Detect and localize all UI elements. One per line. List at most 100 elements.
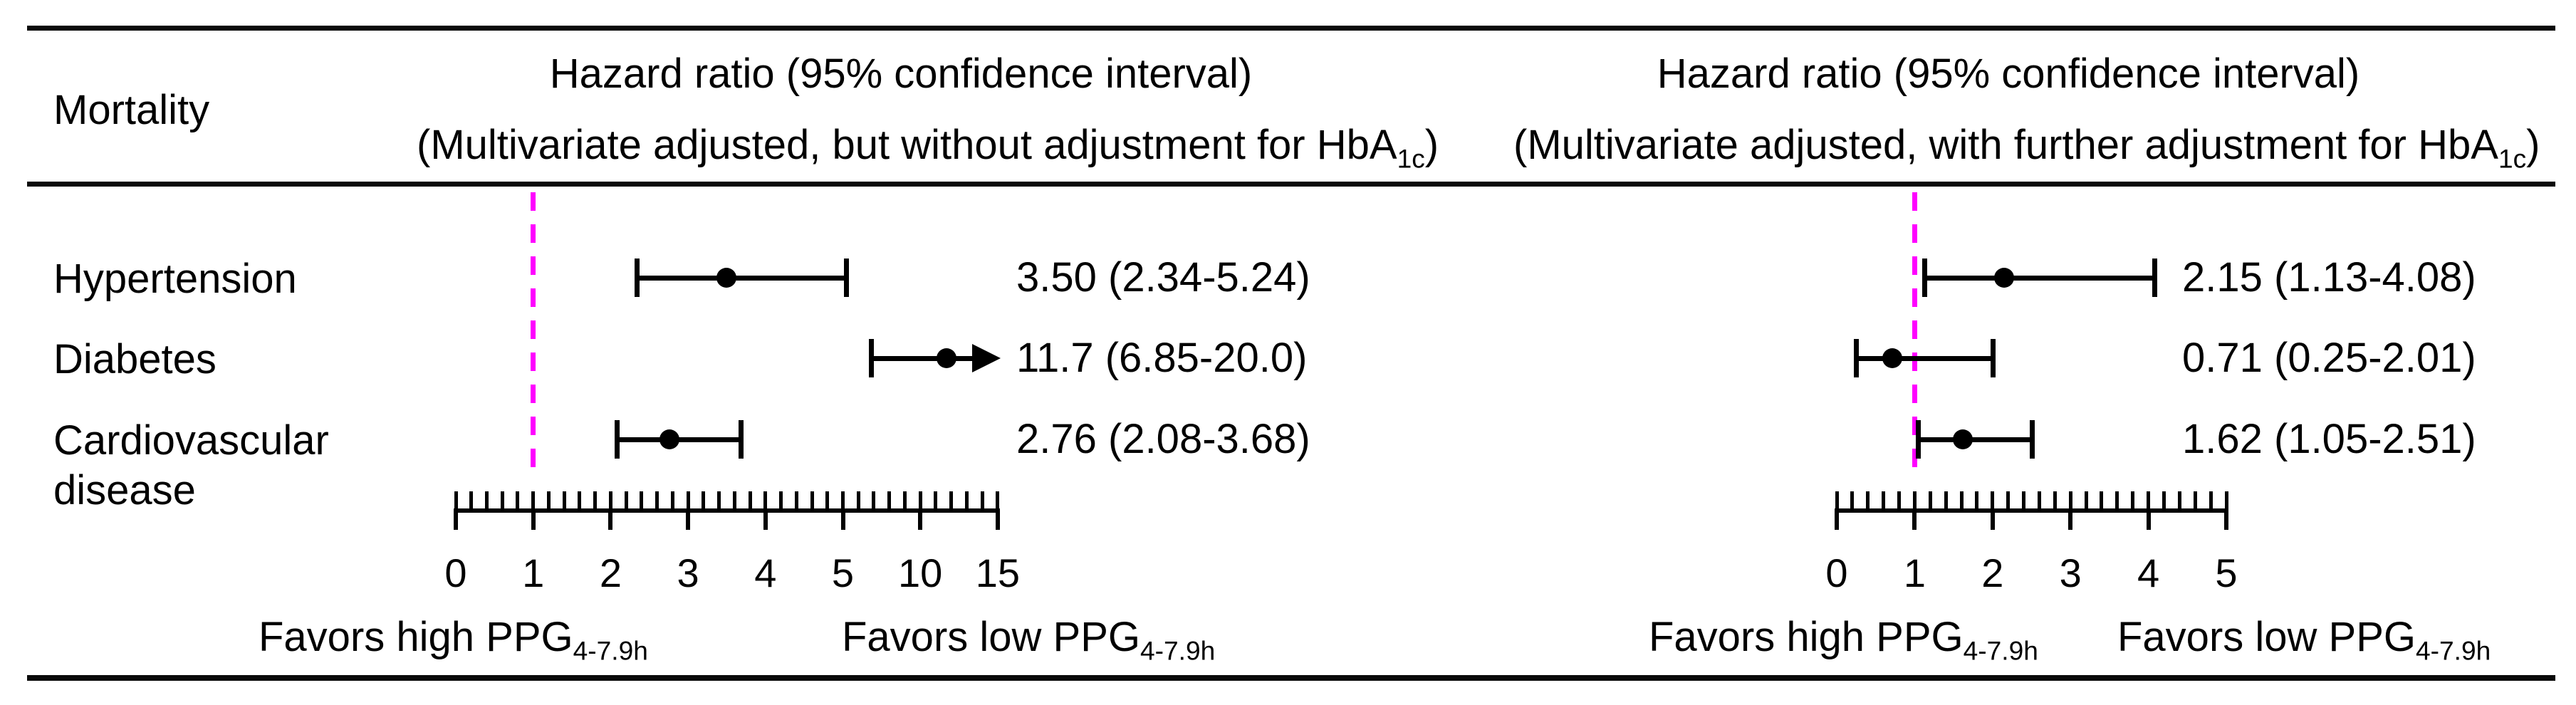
axis-minor-tick bbox=[825, 491, 830, 510]
reference-line bbox=[1912, 192, 1917, 480]
axis-minor-tick bbox=[763, 491, 768, 510]
ci-lower-cap bbox=[614, 420, 620, 459]
panel-left-header-line2: (Multivariate adjusted, but without adju… bbox=[417, 122, 1439, 172]
axis-minor-tick bbox=[2209, 491, 2213, 510]
header-rule bbox=[27, 182, 2555, 187]
axis-minor-tick bbox=[748, 491, 752, 510]
hr-value-label: 11.7 (6.85-20.0) bbox=[1016, 335, 1308, 381]
axis-tick-label: 5 bbox=[2215, 550, 2238, 595]
axis-minor-tick bbox=[686, 491, 690, 510]
axis-tick-label: 5 bbox=[831, 550, 855, 595]
axis-tick-label: 10 bbox=[898, 550, 943, 595]
axis-line bbox=[454, 508, 1000, 513]
axis-minor-tick bbox=[1835, 491, 1839, 510]
hr-value-label: 3.50 (2.34-5.24) bbox=[1016, 254, 1310, 301]
axis-minor-tick bbox=[500, 491, 504, 510]
top-rule bbox=[27, 26, 2555, 31]
axis-tick-label: 0 bbox=[1825, 550, 1848, 595]
axis-major-tick bbox=[995, 508, 1000, 530]
axis-minor-tick bbox=[794, 491, 798, 510]
axis-minor-tick bbox=[934, 491, 938, 510]
point-estimate-marker bbox=[659, 429, 679, 449]
axis-minor-tick bbox=[1850, 491, 1855, 510]
ppg-subscript: 4-7.9h bbox=[2416, 635, 2491, 666]
axis-minor-tick bbox=[670, 491, 674, 510]
hr-value-label: 1.62 (1.05-2.51) bbox=[2182, 416, 2476, 462]
reference-line bbox=[531, 192, 536, 480]
axis-minor-tick bbox=[949, 491, 954, 510]
axis-minor-tick bbox=[887, 491, 892, 510]
axis-minor-tick bbox=[531, 491, 536, 510]
favors-low-label-left: Favors low PPG4-7.9h bbox=[842, 614, 1215, 664]
axis-minor-tick bbox=[902, 491, 907, 510]
axis-major-tick bbox=[1835, 508, 1839, 530]
axis-tick-label: 2 bbox=[599, 550, 622, 595]
axis-minor-tick bbox=[2115, 491, 2119, 510]
ci-lower-cap bbox=[869, 339, 875, 377]
axis-minor-tick bbox=[608, 491, 612, 510]
ci-upper-cap bbox=[1991, 339, 1996, 377]
axis-major-tick bbox=[608, 508, 613, 530]
axis-minor-tick bbox=[2193, 491, 2197, 510]
ci-upper-cap bbox=[844, 258, 850, 297]
axis-minor-tick bbox=[516, 491, 520, 510]
axis-minor-tick bbox=[1928, 491, 1932, 510]
axis-minor-tick bbox=[980, 491, 984, 510]
axis-minor-tick bbox=[1912, 491, 1917, 510]
favors-high-label-left: Favors high PPG4-7.9h bbox=[259, 614, 648, 664]
point-estimate-marker bbox=[1953, 429, 1973, 449]
axis-tick-label: 3 bbox=[2059, 550, 2082, 595]
point-estimate-marker bbox=[1994, 268, 2015, 288]
axis-minor-tick bbox=[964, 491, 969, 510]
axis-minor-tick bbox=[732, 491, 736, 510]
ci-upper-cap bbox=[738, 420, 744, 459]
point-estimate-marker bbox=[716, 268, 737, 288]
axis-minor-tick bbox=[2100, 491, 2104, 510]
ppg-subscript: 4-7.9h bbox=[1963, 635, 2038, 666]
axis-minor-tick bbox=[2022, 491, 2026, 510]
ci-lower-cap bbox=[1922, 258, 1928, 297]
header-text: ) bbox=[1424, 122, 1439, 168]
axis-tick-label: 4 bbox=[2137, 550, 2160, 595]
axis-minor-tick bbox=[593, 491, 598, 510]
point-estimate-marker bbox=[1882, 348, 1902, 368]
axis-minor-tick bbox=[2037, 491, 2041, 510]
header-text: (Multivariate adjusted, but without adju… bbox=[417, 122, 1397, 168]
axis-minor-tick bbox=[2084, 491, 2088, 510]
hr-value-label: 2.15 (1.13-4.08) bbox=[2182, 254, 2476, 301]
panel-right-header-line1: Hazard ratio (95% confidence interval) bbox=[1657, 51, 2360, 97]
ci-upper-cap bbox=[2030, 420, 2035, 459]
hba1c-subscript: 1c bbox=[2498, 143, 2527, 174]
axis-minor-tick bbox=[546, 491, 551, 510]
axis-minor-tick bbox=[2006, 491, 2011, 510]
hr-value-label: 2.76 (2.08-3.68) bbox=[1016, 416, 1310, 462]
axis-minor-tick bbox=[841, 491, 845, 510]
axis-minor-tick bbox=[469, 491, 474, 510]
panel-right-header-line2: (Multivariate adjusted, with further adj… bbox=[1513, 122, 2540, 172]
axis-minor-tick bbox=[872, 491, 876, 510]
axis-minor-tick bbox=[640, 491, 644, 510]
ci-lower-cap bbox=[634, 258, 640, 297]
axis-minor-tick bbox=[1975, 491, 1979, 510]
axis-minor-tick bbox=[918, 491, 922, 510]
ppg-subscript: 4-7.9h bbox=[573, 635, 648, 666]
axis-minor-tick bbox=[1866, 491, 1870, 510]
panel-left-header-line1: Hazard ratio (95% confidence interval) bbox=[549, 51, 1253, 97]
axis-major-tick bbox=[840, 508, 845, 530]
ci-error-bar bbox=[1924, 275, 2155, 281]
favors-text: Favors low PPG bbox=[2117, 614, 2416, 660]
axis-minor-tick bbox=[779, 491, 783, 510]
ci-lower-cap bbox=[1916, 420, 1921, 459]
favors-text: Favors high PPG bbox=[259, 614, 573, 660]
axis-major-tick bbox=[2224, 508, 2228, 530]
ci-lower-cap bbox=[1853, 339, 1859, 377]
axis-tick-label: 15 bbox=[975, 550, 1021, 595]
row-label-hypertension: Hypertension bbox=[53, 256, 297, 302]
axis-tick-label: 4 bbox=[754, 550, 777, 595]
axis-tick-label: 2 bbox=[1981, 550, 2004, 595]
axis-minor-tick bbox=[2162, 491, 2166, 510]
axis-major-tick bbox=[1912, 508, 1917, 530]
axis-major-tick bbox=[454, 508, 458, 530]
axis-minor-tick bbox=[1959, 491, 1964, 510]
